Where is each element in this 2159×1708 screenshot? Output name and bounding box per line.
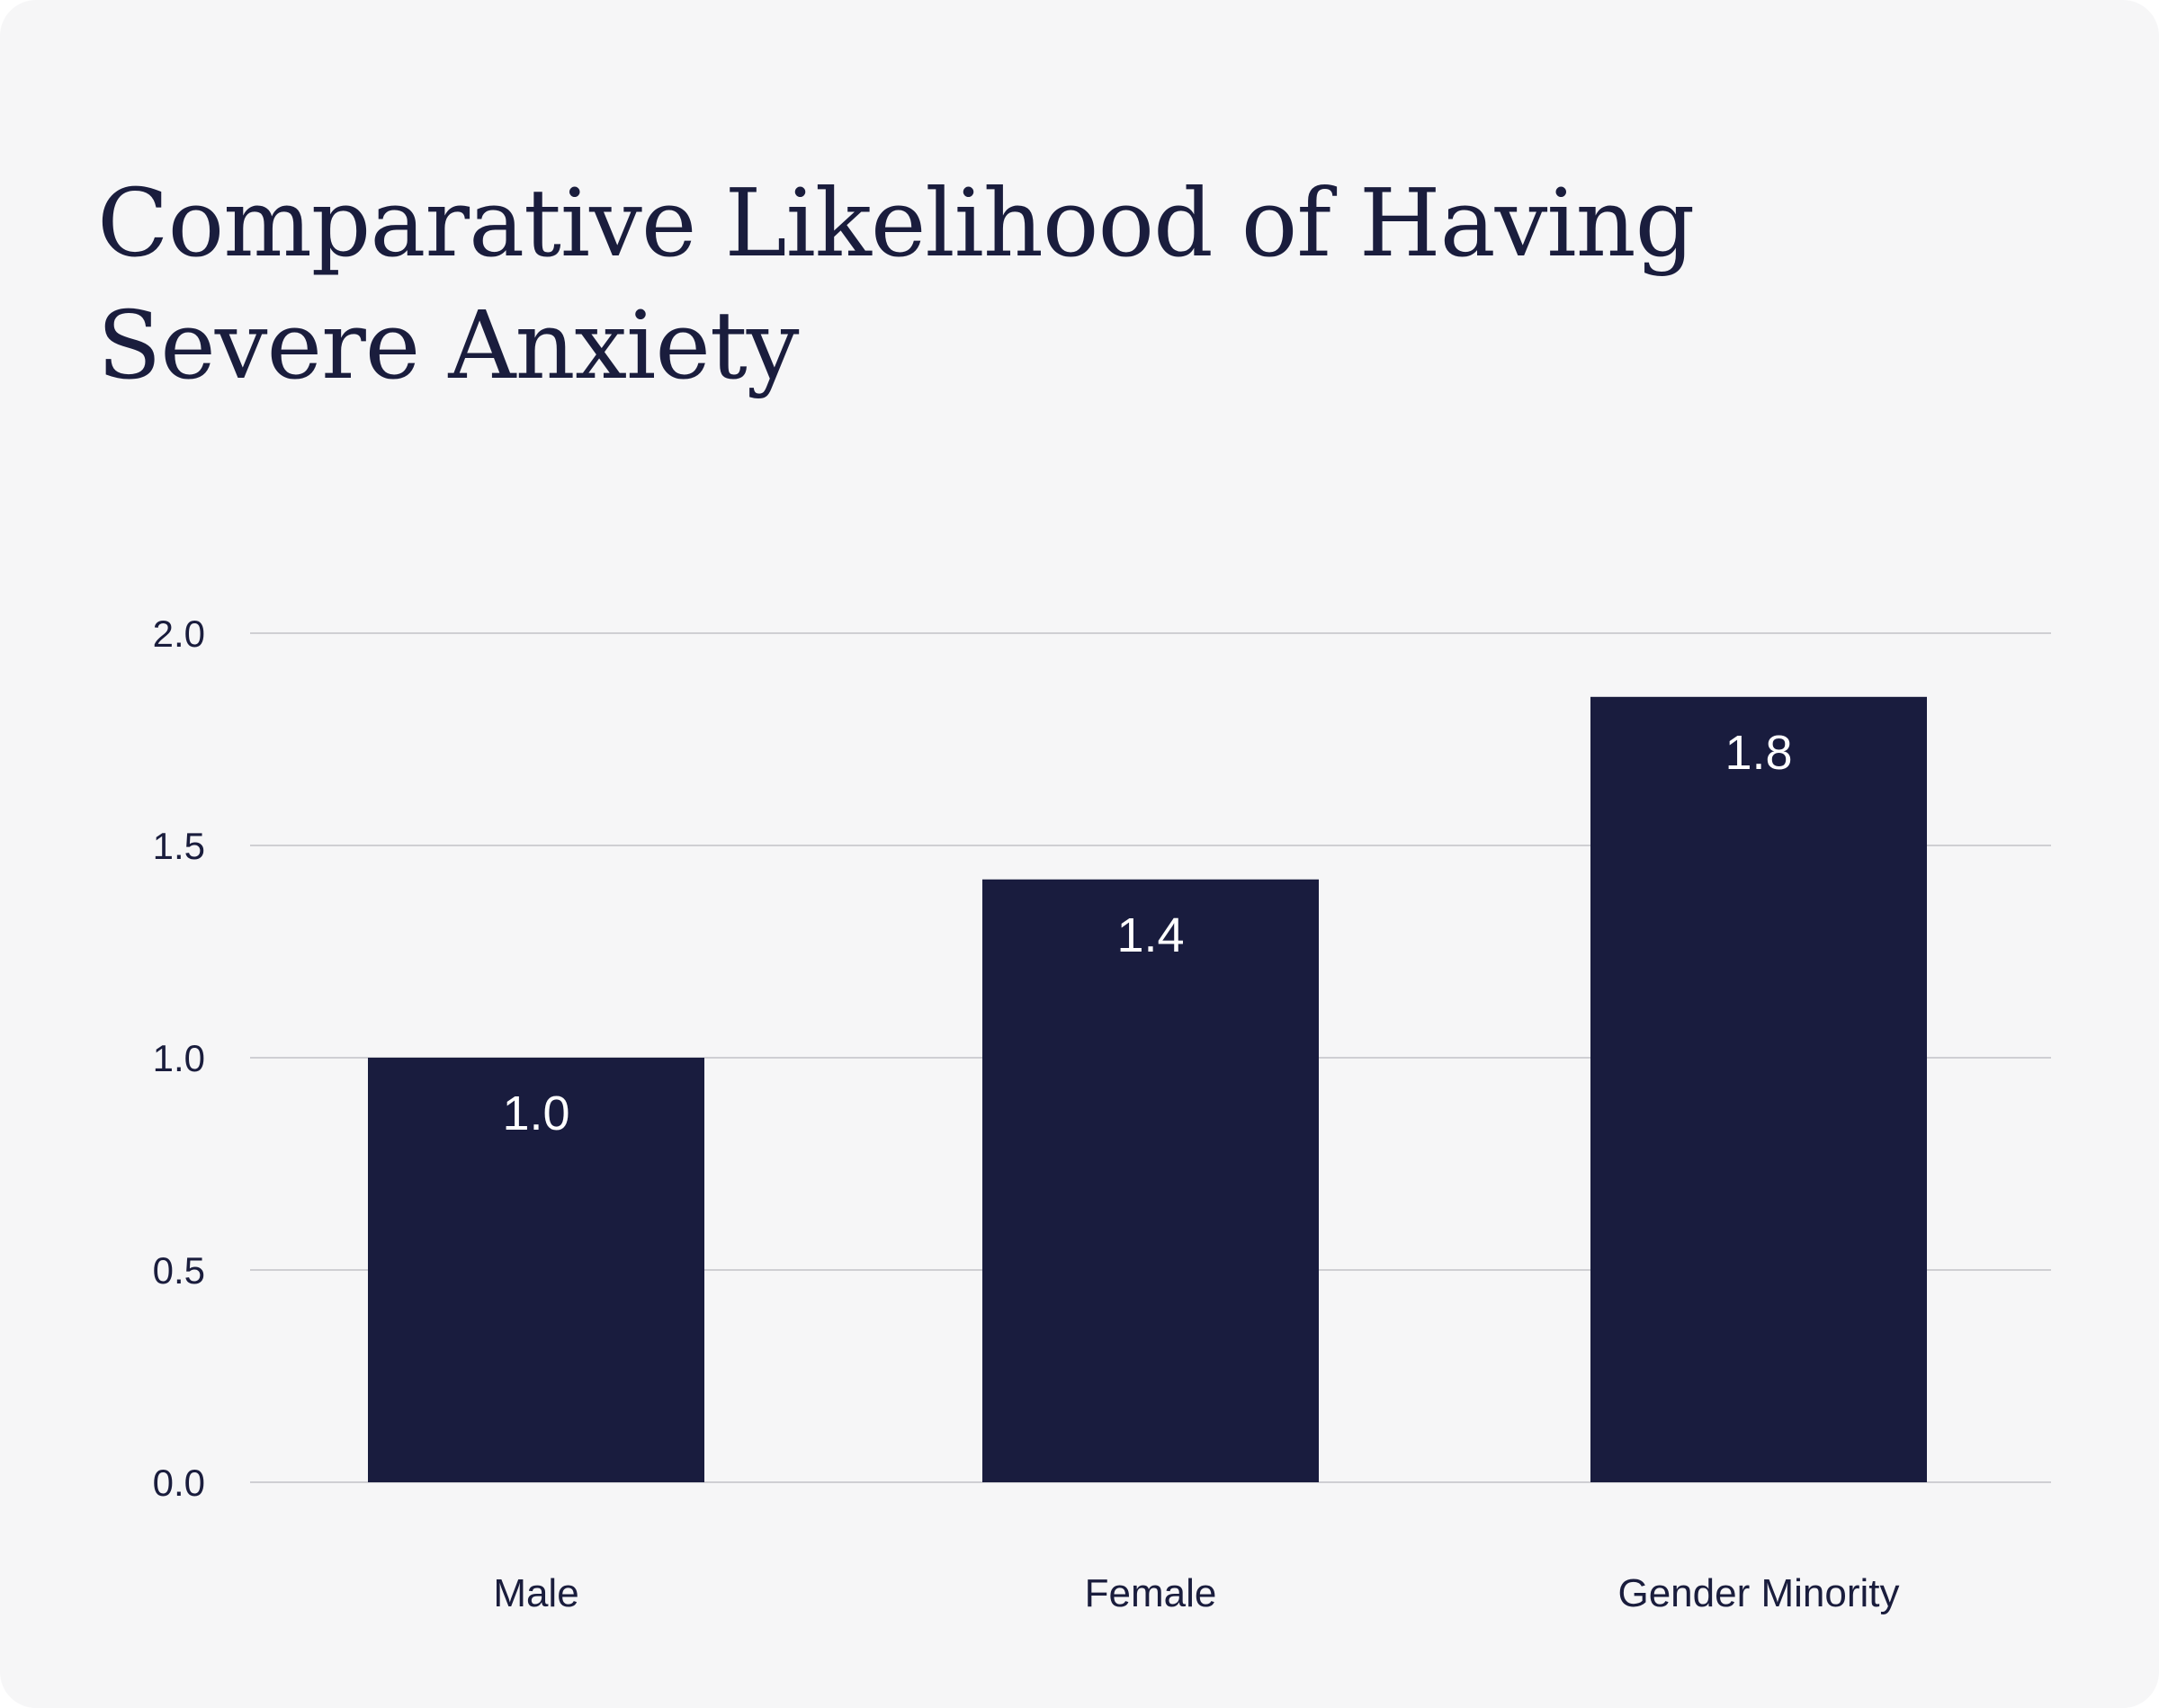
data-label: 1.8	[1725, 726, 1792, 780]
x-tick-label: Gender Minority	[1617, 1571, 1899, 1615]
y-tick-label: 2.0	[153, 613, 205, 655]
bar-male	[368, 1058, 704, 1482]
chart-title: Comparative Likelihood of Having Severe …	[97, 168, 1695, 400]
x-tick-label: Female	[1085, 1571, 1217, 1615]
data-label: 1.0	[502, 1087, 569, 1140]
data-label: 1.4	[1116, 908, 1184, 962]
x-axis-labels: Male Female Gender Minority	[493, 1571, 1899, 1615]
bars: 1.0 1.4 1.8	[368, 696, 1927, 1482]
bar-female	[982, 879, 1319, 1482]
x-tick-label: Male	[493, 1571, 578, 1615]
y-tick-label: 1.0	[153, 1037, 205, 1079]
y-tick-label: 0.0	[153, 1462, 205, 1504]
y-axis-ticks: 0.0 0.5 1.0 1.5 2.0	[153, 613, 205, 1504]
bar-gender-minority	[1590, 696, 1927, 1482]
y-tick-label: 1.5	[153, 825, 205, 867]
y-tick-label: 0.5	[153, 1249, 205, 1292]
